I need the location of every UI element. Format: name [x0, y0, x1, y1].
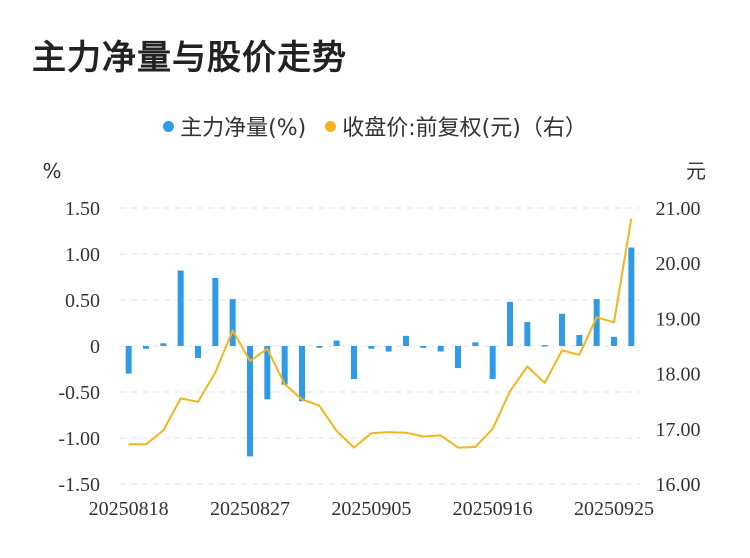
bar-net-flow[interactable] [316, 346, 323, 348]
bar-net-flow[interactable] [489, 346, 496, 380]
bar-net-flow[interactable] [385, 346, 392, 352]
bar-net-flow[interactable] [524, 322, 531, 346]
left-tick-label: 0 [90, 336, 100, 358]
bar-net-flow[interactable] [403, 335, 409, 346]
bar-net-flow[interactable] [299, 346, 305, 402]
bar-net-flow[interactable] [229, 299, 236, 346]
bar-net-flow[interactable] [247, 346, 253, 457]
bar-net-flow[interactable] [351, 346, 357, 380]
legend-marker-close-price [325, 120, 337, 132]
bar-net-flow[interactable] [437, 346, 444, 352]
right-axis-unit: 元 [686, 159, 706, 183]
left-tick-label: -1.00 [58, 428, 100, 450]
bar-net-flow[interactable] [611, 336, 617, 346]
bar-net-flow[interactable] [628, 247, 635, 346]
x-tick-label: 20250905 [331, 498, 411, 520]
legend-item-close-price[interactable]: 收盘价:前复权(元)（右） [325, 110, 587, 142]
bar-net-flow[interactable] [455, 346, 461, 369]
x-tick-label: 20250827 [210, 498, 290, 520]
line-close-price[interactable] [128, 218, 633, 449]
right-tick-label: 17.00 [656, 419, 701, 441]
bar-net-flow[interactable] [507, 301, 513, 346]
right-tick-label: 20.00 [656, 253, 701, 275]
bar-net-flow[interactable] [576, 334, 583, 346]
right-tick-label: 19.00 [656, 308, 701, 330]
bar-net-flow[interactable] [420, 346, 427, 348]
left-tick-label: 1.00 [65, 244, 100, 266]
bar-net-flow[interactable] [143, 346, 149, 349]
bar-net-flow[interactable] [559, 313, 565, 346]
bar-net-flow[interactable] [333, 340, 340, 346]
bar-net-flow[interactable] [281, 346, 288, 385]
left-tick-label: 0.50 [65, 290, 100, 312]
legend-item-net-flow[interactable]: 主力净量(%) [163, 110, 306, 142]
bar-net-flow[interactable] [368, 346, 375, 349]
chart-title: 主力净量与股价走势 [32, 38, 347, 78]
x-tick-label: 20250916 [453, 498, 533, 520]
right-tick-label: 16.00 [656, 474, 701, 496]
bar-net-flow[interactable] [125, 346, 132, 374]
legend-marker-net-flow [163, 120, 175, 132]
bar-net-flow[interactable] [177, 270, 184, 346]
left-axis-unit: % [42, 159, 61, 183]
x-tick-label: 20250925 [574, 498, 654, 520]
legend-label-close-price: 收盘价:前复权(元)（右） [342, 116, 587, 141]
bar-net-flow[interactable] [160, 343, 167, 346]
left-tick-label: -0.50 [58, 382, 100, 404]
bar-net-flow[interactable] [212, 277, 219, 346]
bar-net-flow[interactable] [472, 342, 479, 346]
right-tick-label: 21.00 [656, 198, 701, 220]
legend-label-net-flow: 主力净量(%) [180, 116, 307, 141]
x-tick-label: 20250818 [89, 498, 169, 520]
bar-net-flow[interactable] [195, 346, 201, 358]
bar-net-flow[interactable] [541, 345, 548, 347]
bar-net-flow[interactable] [264, 346, 271, 400]
left-tick-label: 1.50 [65, 198, 100, 220]
bar-net-flow[interactable] [593, 299, 600, 346]
left-tick-label: -1.50 [58, 474, 100, 496]
right-tick-label: 18.00 [656, 364, 701, 386]
legend: 主力净量(%) 收盘价:前复权(元)（右） [0, 110, 750, 142]
